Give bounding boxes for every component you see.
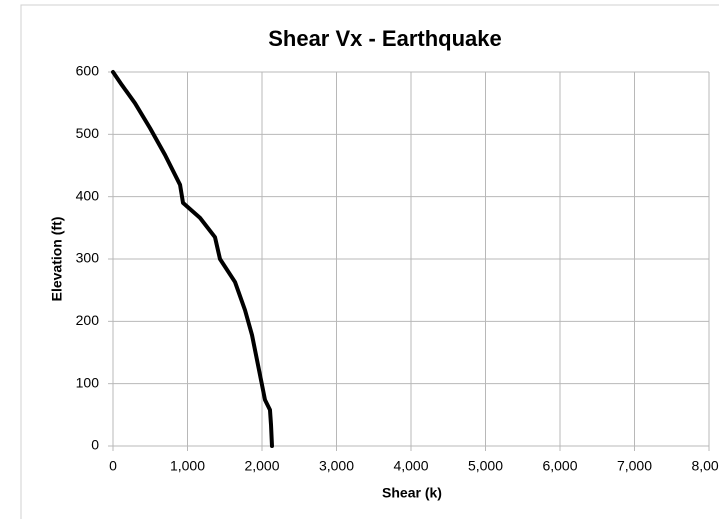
x-tick-label: 2,000 <box>244 458 279 474</box>
y-tick-label: 100 <box>76 374 100 390</box>
x-tick-label: 4,000 <box>393 458 428 474</box>
y-tick-label: 0 <box>91 437 99 453</box>
x-tick-label: 8,000 <box>691 458 719 474</box>
y-tick-label: 400 <box>76 187 100 203</box>
y-tick-label: 200 <box>76 312 100 328</box>
x-tick-label: 7,000 <box>617 458 652 474</box>
chart-frame <box>20 4 719 519</box>
y-tick-label: 500 <box>76 125 100 141</box>
x-tick-label: 1,000 <box>170 458 205 474</box>
y-tick-label: 300 <box>76 250 100 266</box>
x-tick-label: 0 <box>109 458 117 474</box>
y-tick-label: 600 <box>76 63 100 79</box>
chart-title: Shear Vx - Earthquake <box>268 26 502 51</box>
y-axis-title: Elevation (ft) <box>49 217 65 302</box>
data-line <box>111 70 274 448</box>
x-axis-title: Shear (k) <box>382 485 442 501</box>
x-tick-label: 5,000 <box>468 458 503 474</box>
x-tick-label: 6,000 <box>542 458 577 474</box>
x-tick-label: 3,000 <box>319 458 354 474</box>
